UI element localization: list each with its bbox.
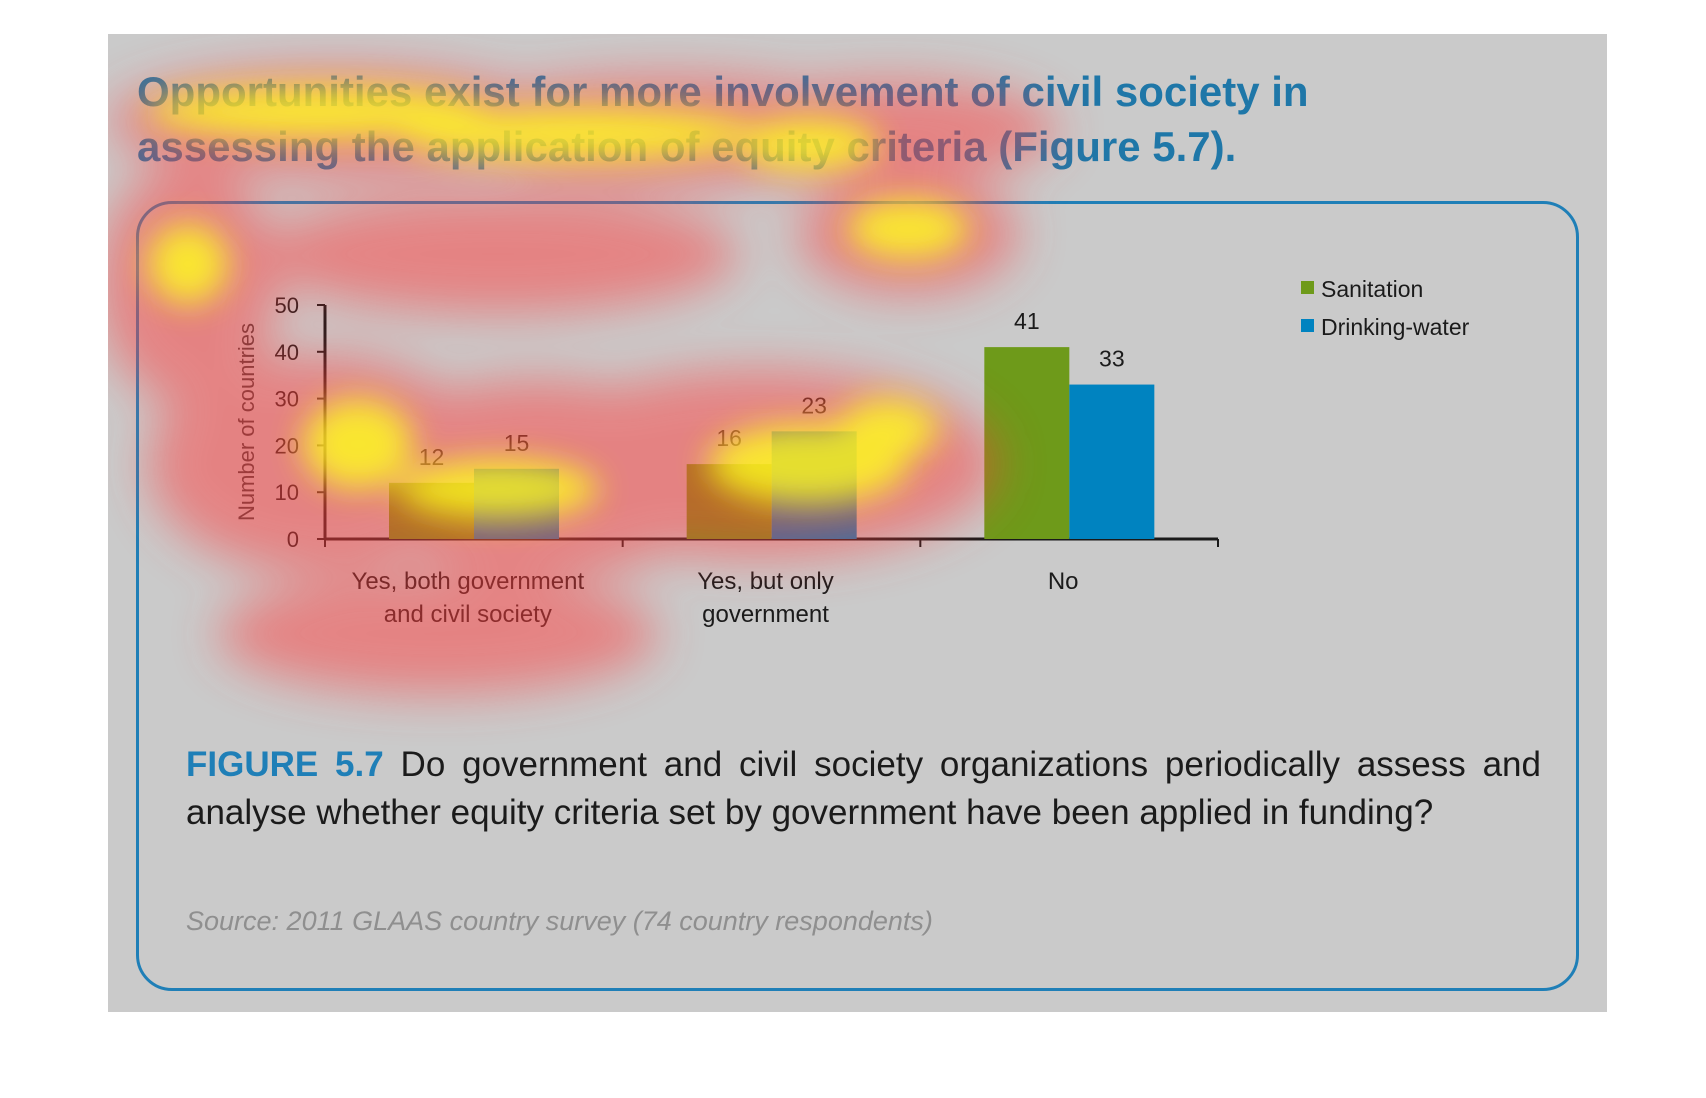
y-tick-label: 20 [275,433,299,458]
y-tick-label: 50 [275,293,299,318]
category-label: No [1048,568,1079,595]
legend-swatch-sanitation [1301,281,1314,294]
y-tick-label: 0 [287,527,299,552]
category-label: and civil society [384,601,552,628]
bar-drinking-water [474,468,559,539]
bar-sanitation [984,347,1070,539]
category-label: government [702,601,829,628]
y-tick-label: 40 [275,340,299,365]
bar-value-label: 23 [801,392,827,418]
bar-value-label: 15 [504,430,530,456]
category-label: Yes, but only [697,568,834,595]
legend-label: Drinking-water [1321,314,1470,340]
bar-drinking-water [1069,384,1155,539]
category-label: Yes, both government [352,568,585,595]
bar-value-label: 33 [1099,346,1125,372]
legend-label: Sanitation [1321,276,1423,302]
figure-panel: Opportunities exist for more involvement… [108,34,1607,1012]
bar-value-label: 12 [419,444,445,470]
figure-caption-text: Do government and civil society organiza… [186,745,1541,832]
bar-value-label: 16 [716,425,742,451]
bar-drinking-water [771,431,857,539]
y-tick-label: 10 [275,480,299,505]
bar-sanitation [389,482,474,539]
figure-label: FIGURE 5.7 [186,745,384,784]
y-tick-label: 30 [275,387,299,412]
bar-sanitation [686,464,772,539]
figure-caption: FIGURE 5.7 Do government and civil socie… [186,741,1541,837]
y-axis-title: Number of countries [234,323,259,521]
bar-chart: 0 10 20 30 40 50 Number of countries Yes, both … [234,276,1470,628]
bar-value-label: 41 [1014,308,1040,334]
figure-source: Source: 2011 GLAAS country survey (74 co… [186,906,933,936]
legend-swatch-drinking-water [1301,319,1314,332]
